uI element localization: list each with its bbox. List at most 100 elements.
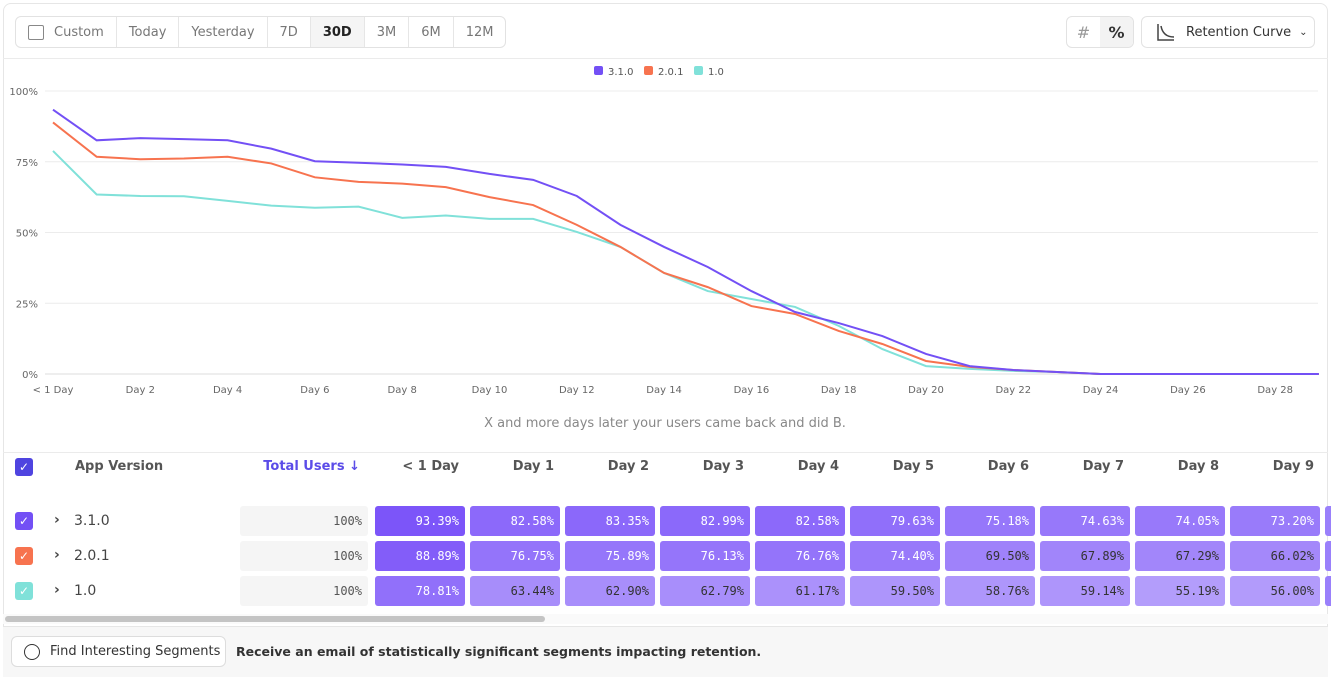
y-tick-label: 50% bbox=[16, 229, 38, 240]
row-checkbox[interactable]: ✓ bbox=[15, 582, 33, 600]
view-type-label: Retention Curve bbox=[1186, 24, 1292, 40]
range-label: 3M bbox=[376, 24, 397, 40]
find-segments-button[interactable]: Find Interesting Segments bbox=[11, 636, 226, 667]
column-header-day[interactable]: Day 8 bbox=[1177, 459, 1219, 474]
x-tick-label: Day 16 bbox=[734, 385, 770, 396]
retention-cell[interactable]: 93.39% bbox=[375, 506, 465, 536]
retention-cell-partial bbox=[1325, 576, 1331, 606]
retention-cell[interactable]: 74.63% bbox=[1040, 506, 1130, 536]
row-checkbox[interactable]: ✓ bbox=[15, 512, 33, 530]
retention-cell[interactable]: 73.20% bbox=[1230, 506, 1320, 536]
legend-label: 2.0.1 bbox=[658, 67, 683, 78]
x-tick-label: Day 6 bbox=[300, 385, 329, 396]
x-tick-label: Day 14 bbox=[646, 385, 682, 396]
retention-curve-icon bbox=[1157, 24, 1175, 41]
retention-chart: 0% 25% 50% 75% 100% < 1 Day Day 2 Day 4 Day 6 Day… bbox=[9, 66, 1319, 431]
retention-cell[interactable]: 75.89% bbox=[565, 541, 655, 571]
range-today[interactable]: Today bbox=[117, 17, 180, 47]
legend-swatch bbox=[694, 66, 703, 75]
retention-cell[interactable]: 67.89% bbox=[1040, 541, 1130, 571]
row-label: 1.0 bbox=[74, 583, 97, 599]
column-header-day[interactable]: Day 5 bbox=[892, 459, 934, 474]
retention-cell[interactable]: 83.35% bbox=[565, 506, 655, 536]
range-30d[interactable]: 30D bbox=[310, 17, 365, 47]
retention-cell[interactable]: 74.40% bbox=[850, 541, 940, 571]
column-header-app-version[interactable]: App Version bbox=[75, 459, 164, 474]
retention-cell[interactable]: 61.17% bbox=[755, 576, 845, 606]
divider bbox=[3, 58, 1328, 59]
range-6m[interactable]: 6M bbox=[409, 17, 454, 47]
x-tick-label: Day 4 bbox=[213, 385, 242, 396]
retention-cell[interactable]: 62.79% bbox=[660, 576, 750, 606]
retention-cell[interactable]: 56.00% bbox=[1230, 576, 1320, 606]
percent-mode-button[interactable]: % bbox=[1100, 17, 1133, 47]
retention-cell[interactable]: 82.58% bbox=[470, 506, 560, 536]
count-mode-button[interactable]: # bbox=[1076, 22, 1091, 42]
legend-swatch bbox=[594, 66, 603, 75]
retention-cell[interactable]: 66.02% bbox=[1230, 541, 1320, 571]
find-segments-label: Find Interesting Segments bbox=[50, 644, 221, 659]
y-tick-label: 25% bbox=[16, 299, 38, 310]
legend-swatch bbox=[644, 66, 653, 75]
total-users-cell: 100% bbox=[240, 506, 368, 536]
x-tick-label: Day 18 bbox=[821, 385, 857, 396]
value-mode-toggle: # % bbox=[1066, 16, 1134, 48]
retention-cell[interactable]: 62.90% bbox=[565, 576, 655, 606]
range-label: 7D bbox=[279, 24, 298, 40]
range-custom[interactable]: Custom bbox=[16, 17, 117, 47]
x-axis-label: X and more days later your users came ba… bbox=[484, 416, 846, 431]
x-tick-label: < 1 Day bbox=[33, 385, 74, 396]
row-label: 3.1.0 bbox=[74, 513, 110, 529]
x-tick-label: Day 20 bbox=[908, 385, 944, 396]
column-header-day[interactable]: Day 1 bbox=[512, 459, 554, 474]
series-line-1.0 bbox=[52, 150, 1319, 375]
retention-cell[interactable]: 74.05% bbox=[1135, 506, 1225, 536]
retention-cell[interactable]: 58.76% bbox=[945, 576, 1035, 606]
range-label: Yesterday bbox=[191, 24, 255, 40]
column-header-day[interactable]: Day 4 bbox=[797, 459, 839, 474]
retention-cell[interactable]: 82.99% bbox=[660, 506, 750, 536]
retention-cell[interactable]: 82.58% bbox=[755, 506, 845, 536]
y-tick-label: 75% bbox=[16, 158, 38, 169]
retention-cell[interactable]: 76.13% bbox=[660, 541, 750, 571]
select-all-checkbox[interactable]: ✓ bbox=[15, 458, 33, 476]
retention-cell[interactable]: 59.50% bbox=[850, 576, 940, 606]
column-header-day[interactable]: Day 7 bbox=[1082, 459, 1124, 474]
x-tick-label: Day 8 bbox=[388, 385, 417, 396]
retention-cell[interactable]: 78.81% bbox=[375, 576, 465, 606]
retention-cell[interactable]: 55.19% bbox=[1135, 576, 1225, 606]
retention-cell[interactable]: 88.89% bbox=[375, 541, 465, 571]
column-header-total-users[interactable]: Total Users ↓ bbox=[263, 459, 360, 474]
range-3m[interactable]: 3M bbox=[365, 17, 410, 47]
view-type-dropdown[interactable]: Retention Curve ⌄ bbox=[1141, 16, 1315, 48]
range-label: Today bbox=[128, 24, 167, 40]
column-header-day[interactable]: Day 9 bbox=[1272, 459, 1314, 474]
range-label: 30D bbox=[322, 24, 352, 40]
retention-cell[interactable]: 75.18% bbox=[945, 506, 1035, 536]
column-header-day[interactable]: Day 3 bbox=[702, 459, 744, 474]
retention-cell[interactable]: 79.63% bbox=[850, 506, 940, 536]
column-header-day[interactable]: Day 6 bbox=[987, 459, 1029, 474]
retention-cell[interactable]: 63.44% bbox=[470, 576, 560, 606]
range-7d[interactable]: 7D bbox=[268, 17, 311, 47]
column-header-day[interactable]: Day 2 bbox=[607, 459, 649, 474]
expand-row-chevron-icon[interactable]: › bbox=[54, 547, 60, 563]
retention-cell[interactable]: 76.75% bbox=[470, 541, 560, 571]
horizontal-scrollbar[interactable] bbox=[3, 614, 1328, 624]
range-12m[interactable]: 12M bbox=[454, 17, 506, 47]
y-tick-label: 100% bbox=[9, 87, 38, 98]
range-yesterday[interactable]: Yesterday bbox=[179, 17, 268, 47]
retention-cell[interactable]: 76.76% bbox=[755, 541, 845, 571]
footer-message: Receive an email of statistically signif… bbox=[236, 644, 762, 659]
row-checkbox[interactable]: ✓ bbox=[15, 547, 33, 565]
retention-cell[interactable]: 67.29% bbox=[1135, 541, 1225, 571]
divider bbox=[3, 452, 1328, 453]
total-users-cell: 100% bbox=[240, 541, 368, 571]
expand-row-chevron-icon[interactable]: › bbox=[54, 512, 60, 528]
column-header-day[interactable]: < 1 Day bbox=[402, 459, 459, 474]
scrollbar-thumb[interactable] bbox=[5, 616, 545, 622]
retention-cell[interactable]: 59.14% bbox=[1040, 576, 1130, 606]
retention-cell[interactable]: 69.50% bbox=[945, 541, 1035, 571]
expand-row-chevron-icon[interactable]: › bbox=[54, 582, 60, 598]
x-tick-label: Day 28 bbox=[1257, 385, 1293, 396]
